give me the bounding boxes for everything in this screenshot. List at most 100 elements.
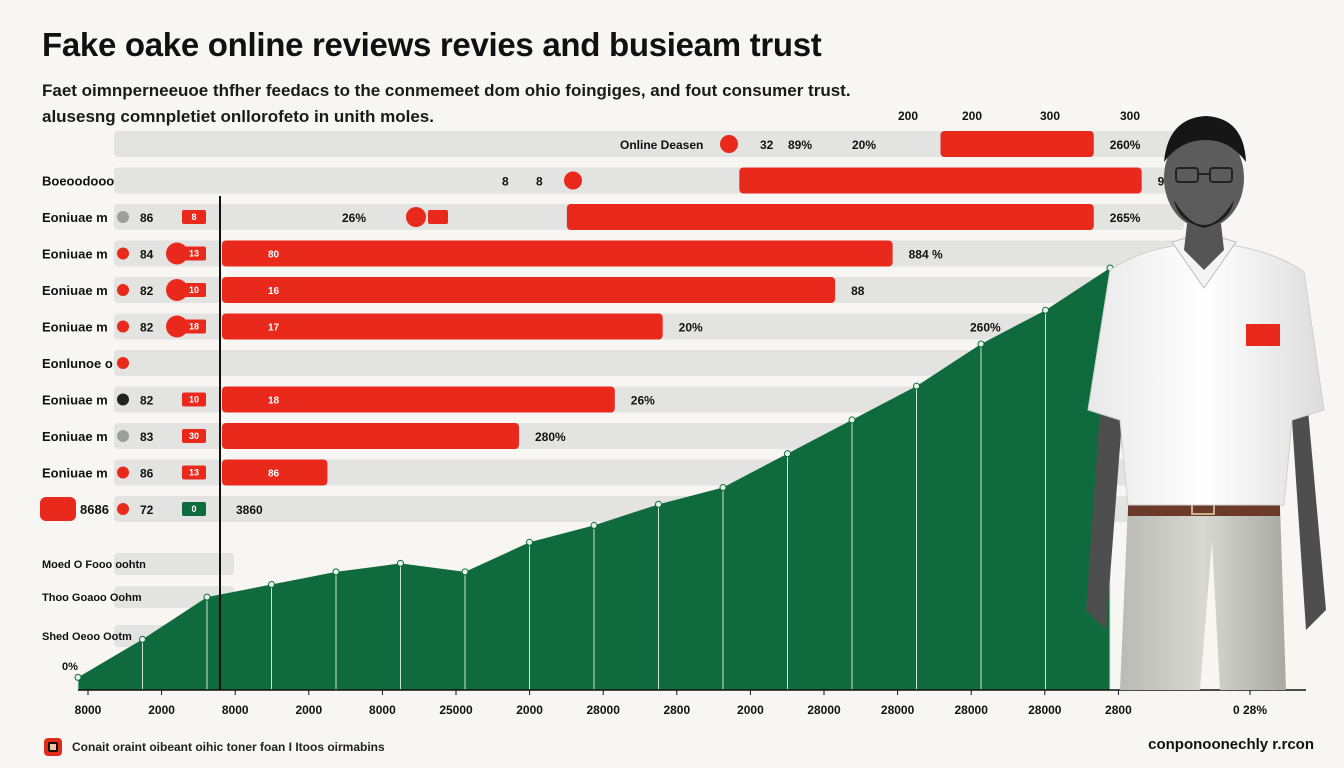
subtitle-line-1: Faet oimnperneeuoe thfher feedacs to the… [42, 81, 851, 100]
row-badge-number: 0 [191, 504, 196, 514]
row-number: 82 [140, 284, 154, 298]
row-badge [182, 502, 206, 516]
row-badge [182, 429, 206, 443]
row-track [114, 131, 1184, 157]
area-point [332, 568, 340, 576]
row-dot-icon [117, 466, 129, 479]
row-badge [182, 319, 206, 334]
row-number: 84 [140, 248, 154, 262]
area-point [784, 450, 791, 458]
x-tick-label: 2000 [295, 703, 322, 717]
row-label: Eonlunoe o [42, 356, 113, 371]
x-tick-label: 25000 [439, 703, 473, 717]
row-badge [182, 246, 206, 261]
row-label: Eoniuae m [42, 393, 108, 408]
row-track [114, 350, 1184, 376]
top-axis-label: 200 [962, 109, 982, 123]
bar [566, 204, 1094, 230]
bar-value-label: 265% [1110, 211, 1141, 225]
bar-value-label: 20% [679, 321, 703, 335]
bar-value-label: 280% [535, 430, 566, 444]
row-marker-icon [166, 315, 188, 338]
area-point [461, 568, 469, 576]
bar-value-label: 88 [851, 284, 865, 298]
row-marker-icon [166, 279, 188, 301]
bar-inner-label: 17 [268, 323, 280, 334]
row-pill [40, 497, 76, 521]
bar-inner-label: 18 [268, 396, 280, 407]
row-dot-icon [117, 320, 129, 333]
lower-label: Thoo Goaoo Oohm [42, 592, 142, 604]
area-point [268, 581, 275, 588]
row-dot-icon [117, 357, 129, 369]
row-dot-icon [117, 284, 129, 296]
row-annotation: 26% [342, 211, 366, 225]
area-point [719, 483, 727, 491]
row-number: 86 [140, 467, 154, 481]
row-badge-number: 18 [189, 322, 199, 332]
area-point [397, 559, 404, 567]
bar [739, 167, 1142, 194]
row-number: 86 [140, 211, 154, 225]
row-label: Eoniuae m [42, 466, 108, 481]
x-tick-label: 2000 [148, 703, 175, 717]
row-badge [182, 283, 206, 297]
x-tick-label: 0 28% [1233, 703, 1267, 717]
area-point [913, 382, 920, 390]
x-tick-label: 28000 [955, 703, 989, 717]
brand-logo-icon [44, 738, 62, 756]
area-point [1042, 306, 1049, 314]
row-annotation-dot-icon [406, 207, 426, 227]
row-badge-number: 10 [189, 285, 199, 295]
area-point [590, 521, 598, 529]
row-label: Eoniuae m [42, 247, 108, 262]
row-label: Eoniuae m [42, 429, 108, 444]
x-tick-label: 2000 [516, 703, 543, 717]
bar [222, 459, 328, 486]
top-axis-label: 300 [1120, 109, 1140, 123]
row-annotation-badge [428, 210, 448, 224]
x-tick-label: 2000 [737, 703, 764, 717]
row-label: Boeoodooo [42, 174, 114, 189]
area-point [526, 538, 533, 546]
row-annotation: 20% [852, 138, 876, 152]
lower-label: Shed Oeoo Ootm [42, 631, 132, 643]
footer-website: conponoonechly r.rcon [1148, 736, 1314, 753]
row-badge [182, 392, 206, 407]
area-point [74, 673, 82, 681]
row-badge-number: 8 [191, 212, 196, 222]
bar-extra-label: 260% [970, 321, 1001, 335]
row-dot-icon [117, 503, 129, 515]
lower-label: 0% [62, 661, 78, 673]
lower-label: Moed O Fooo oohtn [42, 559, 146, 571]
row-dot-icon [117, 211, 129, 223]
area-point [848, 416, 856, 424]
row-annotation: 89% [788, 138, 812, 152]
bar [940, 131, 1094, 157]
row-annotation-dot-icon [720, 135, 738, 153]
area-point [655, 500, 662, 508]
row-annotation: 8 [502, 175, 509, 189]
row-dot-icon [117, 393, 129, 406]
chart-subtitle: Faet oimnperneeuoe thfher feedacs to the… [42, 78, 851, 130]
row-badge-number: 10 [189, 395, 199, 405]
row-badge-number: 30 [189, 431, 199, 441]
footer-source: Conait oraint oibeant oihic toner foan I… [72, 740, 385, 754]
lower-label-track [114, 553, 234, 575]
top-axis-label: 300 [1040, 109, 1060, 123]
x-tick-label: 28000 [807, 703, 841, 717]
row-label: 8686 [80, 502, 109, 517]
bar-value-label: 260% [1110, 138, 1141, 152]
person-illustration [1086, 116, 1326, 690]
row-number: 72 [140, 503, 154, 517]
bar [222, 386, 615, 413]
bar-inner-label: 16 [268, 286, 280, 297]
bar [222, 313, 663, 340]
x-tick-label: 8000 [75, 703, 102, 717]
row-number: 82 [140, 394, 154, 408]
row-dot-icon [117, 247, 129, 260]
chart-title: Fake oake online reviews revies and busi… [42, 26, 822, 63]
x-tick-label: 8000 [222, 703, 249, 717]
x-tick-label: 2800 [1105, 703, 1132, 717]
